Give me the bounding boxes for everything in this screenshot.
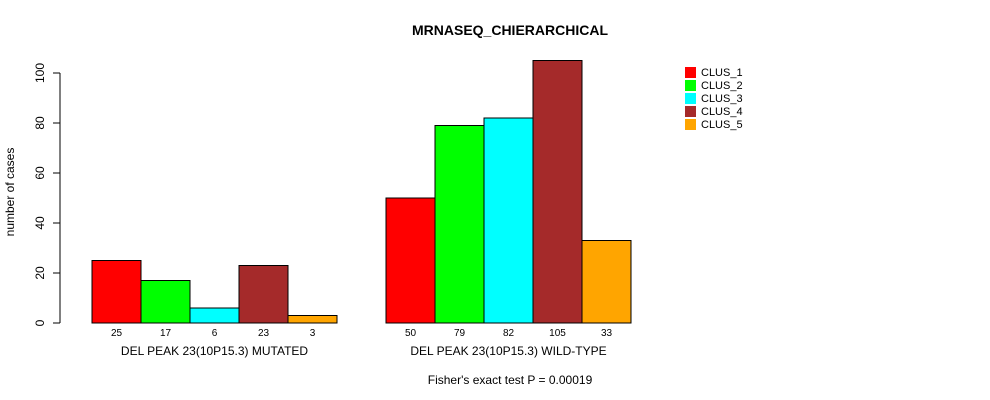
bar-clus_1-group-2 <box>385 197 436 324</box>
bar-value-label: 25 <box>111 328 123 339</box>
legend-label-clus_4: CLUS_4 <box>701 106 743 118</box>
bar-value-label: 3 <box>310 328 316 339</box>
bar-value-label: 50 <box>405 328 417 339</box>
bars <box>91 60 632 324</box>
y-tick-label: 0 <box>33 319 47 326</box>
legend-label-clus_5: CLUS_5 <box>701 119 743 131</box>
data-labels: 25 17 6 23 3 50 79 82 105 33 <box>111 328 613 339</box>
bar-clus_1-group-1 <box>91 260 142 324</box>
bar-value-label: 6 <box>212 328 218 339</box>
bar-value-label: 82 <box>503 328 515 339</box>
legend-swatch-clus_2 <box>685 80 696 91</box>
legend-label-clus_2: CLUS_2 <box>701 80 743 92</box>
bar-clus_5-group-1 <box>287 315 338 324</box>
group-label: DEL PEAK 23(10P15.3) MUTATED <box>121 344 309 358</box>
bar-clus_2-group-2 <box>434 125 485 324</box>
legend-label-clus_3: CLUS_3 <box>701 93 743 105</box>
y-axis: 0 20 40 60 80 100 <box>33 63 61 326</box>
legend-swatch-clus_5 <box>685 119 696 130</box>
bar-value-label: 105 <box>549 328 566 339</box>
bar-clus_3-group-1 <box>189 307 240 324</box>
legend-label-clus_1: CLUS_1 <box>701 67 743 79</box>
legend-swatch-clus_4 <box>685 106 696 117</box>
chart-title: MRNASEQ_CHIERARCHICAL <box>412 22 608 38</box>
group-labels: DEL PEAK 23(10P15.3) MUTATED DEL PEAK 23(… <box>121 344 607 358</box>
bar-clus_2-group-1 <box>140 280 191 324</box>
y-tick-label: 40 <box>33 216 47 230</box>
bar-value-label: 23 <box>258 328 270 339</box>
y-tick-label: 60 <box>33 166 47 180</box>
bar-clus_5-group-2 <box>581 240 632 324</box>
y-tick-label: 80 <box>33 116 47 130</box>
bar-clus_3-group-2 <box>483 117 534 324</box>
bar-value-label: 17 <box>160 328 172 339</box>
legend-swatch-clus_3 <box>685 93 696 104</box>
bar-value-label: 79 <box>454 328 466 339</box>
fisher-test-footnote: Fisher's exact test P = 0.00019 <box>428 373 593 387</box>
group-label: DEL PEAK 23(10P15.3) WILD-TYPE <box>410 344 606 358</box>
bar-clus_4-group-1 <box>238 265 289 324</box>
y-tick-label: 20 <box>33 266 47 280</box>
y-tick-label: 100 <box>33 63 47 83</box>
bar-value-label: 33 <box>601 328 613 339</box>
bar-clus_4-group-2 <box>532 60 583 324</box>
y-axis-label: number of cases <box>3 148 17 237</box>
legend-swatch-clus_1 <box>685 67 696 78</box>
